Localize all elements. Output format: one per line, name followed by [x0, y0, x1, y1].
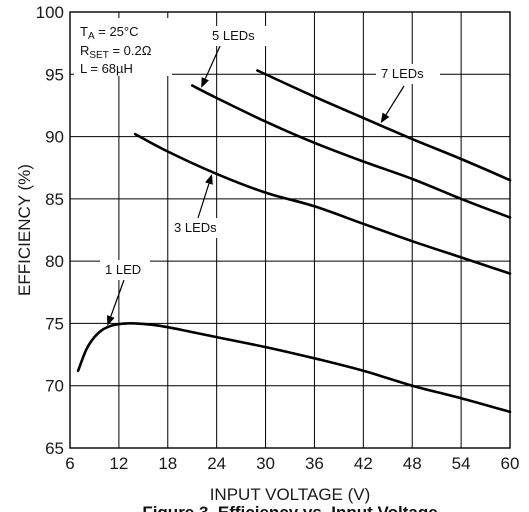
- annotation-arrows: [106, 45, 405, 326]
- series-line-7-leds: [256, 69, 512, 182]
- label-bg-1-led: [100, 260, 150, 280]
- condition-inductor: L = 68µH: [80, 61, 133, 76]
- y-tick-label: 75: [45, 314, 64, 333]
- label-bg-7-leds: [376, 64, 440, 84]
- label-7-leds: 7 LEDs: [381, 66, 424, 81]
- annotation-arrow-head: [106, 315, 115, 326]
- annotation-arrow-line: [197, 183, 210, 219]
- y-axis-label: EFFICIENCY (%): [15, 164, 34, 296]
- x-tick-labels: 6 12 18 24 30 36 42 48 54 60: [65, 454, 519, 473]
- y-tick-label: 70: [45, 377, 64, 396]
- annotation-arrow-head: [205, 173, 213, 185]
- condition-temperature: TA = 25°C: [80, 24, 139, 42]
- series-line-5-leds: [190, 84, 512, 219]
- conditions-box: [74, 18, 172, 76]
- plot-frame: [69, 11, 511, 449]
- x-axis-label: INPUT VOLTAGE (V): [210, 485, 371, 504]
- y-tick-label: 65: [45, 439, 64, 458]
- x-tick-label: 24: [207, 454, 226, 473]
- series-line-3-leds: [133, 132, 512, 275]
- label-3-leds: 3 LEDs: [174, 220, 217, 235]
- y-tick-label: 80: [45, 252, 64, 271]
- series-layer: [76, 69, 512, 414]
- x-tick-label: 18: [158, 454, 177, 473]
- annotation-arrow-head: [201, 77, 209, 88]
- annotation-arrow-line: [385, 85, 405, 116]
- label-bg-3-leds: [170, 218, 234, 238]
- annotation-arrow-line: [204, 45, 221, 79]
- y-tick-label: 90: [45, 128, 64, 147]
- label-bg-5-leds: [208, 26, 272, 46]
- x-tick-label: 36: [305, 454, 324, 473]
- x-tick-label: 48: [403, 454, 422, 473]
- label-1-led: 1 LED: [105, 262, 141, 277]
- y-tick-label: 100: [36, 3, 64, 22]
- y-tick-label: 95: [45, 65, 64, 84]
- plot-background: [70, 12, 510, 448]
- x-tick-label: 12: [109, 454, 128, 473]
- series-line-1-led: [76, 321, 512, 414]
- x-tick-label: 42: [354, 454, 373, 473]
- y-tick-label: 85: [45, 190, 64, 209]
- annotation-arrow-head: [380, 112, 390, 124]
- x-tick-label: 30: [256, 454, 275, 473]
- annotation-arrow-line: [110, 279, 125, 317]
- figure-caption: Figure 3. Efficiency vs. Input Voltage: [142, 503, 437, 512]
- x-tick-label: 6: [65, 454, 74, 473]
- x-tick-label: 60: [501, 454, 520, 473]
- y-tick-labels: 65 70 75 80 85 90 95 100: [36, 3, 64, 458]
- label-5-leds: 5 LEDs: [212, 28, 255, 43]
- x-tick-label: 54: [452, 454, 471, 473]
